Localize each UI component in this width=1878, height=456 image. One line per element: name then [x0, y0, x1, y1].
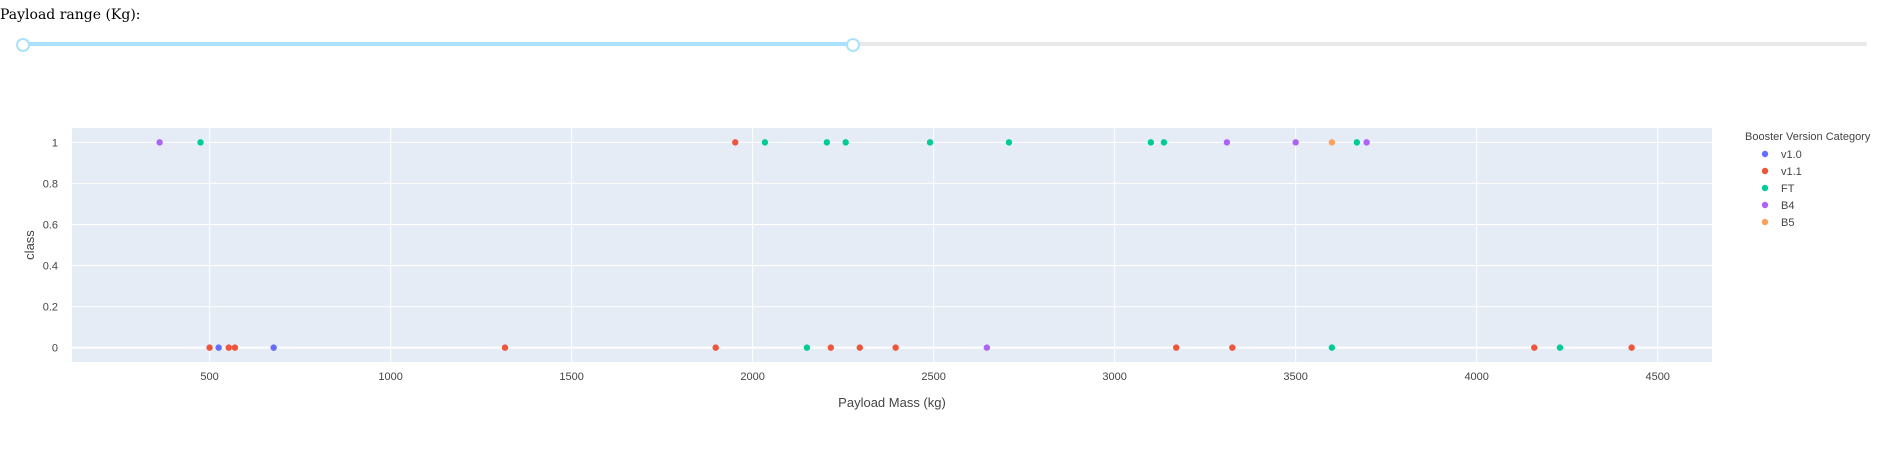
y-tick-label: 0.6 — [43, 219, 58, 231]
data-point[interactable] — [823, 139, 831, 146]
data-point[interactable] — [1328, 139, 1336, 146]
data-point[interactable] — [1229, 344, 1236, 351]
slider-track[interactable] — [22, 42, 852, 46]
data-point[interactable] — [803, 344, 811, 351]
data-point[interactable] — [1328, 344, 1336, 351]
data-point[interactable] — [1531, 344, 1538, 351]
data-point[interactable] — [1292, 139, 1299, 146]
slider-label: Payload range (Kg): — [0, 7, 141, 23]
legend-item-label[interactable]: v1.0 — [1781, 149, 1802, 161]
plot-area — [72, 128, 1712, 362]
data-point[interactable] — [206, 344, 213, 351]
data-point[interactable] — [215, 344, 222, 351]
data-point[interactable] — [1223, 139, 1231, 146]
legend-marker — [1761, 218, 1769, 226]
data-point[interactable] — [926, 139, 934, 146]
y-tick-label: 0.4 — [43, 261, 58, 273]
y-tick-label: 0 — [52, 343, 58, 355]
data-point[interactable] — [1628, 344, 1635, 351]
legend-marker — [1761, 167, 1769, 175]
data-point[interactable] — [842, 139, 849, 146]
x-axis-label: Payload Mass (kg) — [838, 395, 946, 410]
x-tick-label: 1500 — [559, 371, 583, 383]
data-point[interactable] — [197, 139, 204, 146]
x-tick-label: 500 — [200, 371, 218, 383]
x-tick-label: 2000 — [740, 371, 764, 383]
data-point[interactable] — [712, 344, 719, 351]
data-point[interactable] — [983, 344, 991, 351]
legend-item-label[interactable]: v1.1 — [1781, 166, 1802, 178]
data-point[interactable] — [1363, 139, 1370, 146]
data-point[interactable] — [856, 344, 863, 351]
scatter-chart: 500 1000 1500 2000 2500 3000 3500 4000 4500 0 0.2 0… — [22, 128, 1871, 410]
data-point[interactable] — [1160, 139, 1168, 146]
data-point[interactable] — [1005, 139, 1013, 146]
legend-marker — [1761, 184, 1769, 192]
x-tick-label: 1000 — [378, 371, 402, 383]
data-point[interactable] — [1172, 344, 1180, 351]
x-tick-label: 2500 — [921, 371, 945, 383]
slider-handle-min[interactable] — [16, 38, 30, 52]
legend-marker — [1761, 150, 1769, 158]
y-axis-label: class — [22, 230, 37, 260]
data-point[interactable] — [225, 344, 232, 351]
data-point[interactable] — [270, 344, 277, 351]
data-point[interactable] — [1556, 344, 1564, 351]
data-point[interactable] — [827, 344, 835, 351]
y-tick-label: 0.2 — [43, 302, 58, 314]
data-point[interactable] — [892, 344, 899, 351]
x-tick-label: 3500 — [1283, 371, 1307, 383]
legend-title: Booster Version Category — [1745, 131, 1871, 143]
slider-rail[interactable] — [22, 42, 1867, 46]
data-point[interactable] — [1147, 139, 1155, 146]
x-tick-label: 4500 — [1645, 371, 1669, 383]
data-point[interactable] — [156, 139, 163, 146]
legend-item-label[interactable]: B4 — [1781, 200, 1794, 212]
data-point[interactable] — [732, 139, 739, 146]
data-point[interactable] — [501, 344, 509, 351]
data-point[interactable] — [231, 344, 239, 351]
legend-item-label[interactable]: FT — [1781, 183, 1795, 195]
x-tick-label: 4000 — [1464, 371, 1488, 383]
y-tick-label: 0.8 — [43, 178, 58, 190]
x-tick-label: 3000 — [1102, 371, 1126, 383]
legend-item-label[interactable]: B5 — [1781, 217, 1794, 229]
slider-handle-max[interactable] — [846, 38, 860, 52]
y-tick-label: 1 — [52, 137, 58, 149]
data-point[interactable] — [1353, 139, 1361, 146]
data-point[interactable] — [761, 139, 769, 146]
legend-marker — [1761, 201, 1769, 209]
